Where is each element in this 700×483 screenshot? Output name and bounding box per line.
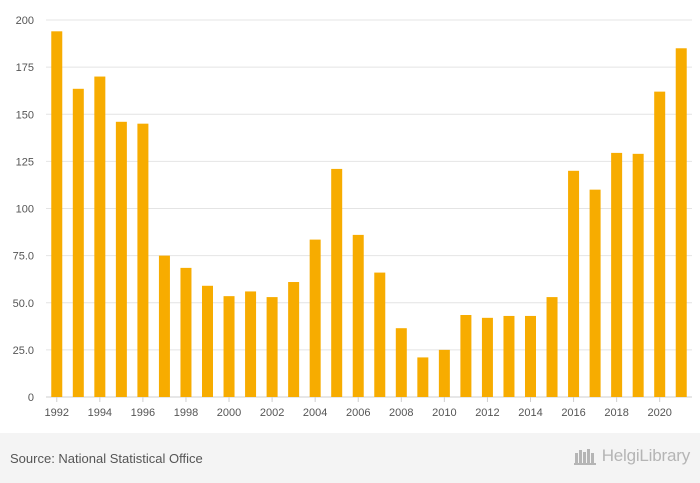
- bar: [546, 297, 558, 397]
- x-tick-label: 1992: [45, 407, 69, 419]
- source-note: Source: National Statistical Office: [10, 451, 203, 466]
- bar: [611, 152, 623, 397]
- x-tick-label: 2020: [647, 407, 671, 419]
- y-tick-label: 100: [16, 204, 34, 216]
- x-tick-label: 2006: [346, 407, 370, 419]
- x-tick-label: 1998: [174, 407, 198, 419]
- bar: [309, 239, 321, 397]
- bar: [460, 315, 472, 397]
- bar: [223, 296, 235, 397]
- y-tick-label: 150: [16, 109, 34, 121]
- bar: [266, 297, 278, 397]
- x-tick-label: 1994: [88, 407, 112, 419]
- bar: [158, 255, 170, 397]
- bar: [417, 357, 429, 397]
- bar: [288, 282, 300, 397]
- bar: [51, 31, 63, 398]
- y-tick-label: 0: [28, 392, 34, 404]
- bar: [632, 153, 644, 397]
- y-axis-ticks: 0 25.0 50.0 75.0 100 125 150 175 200: [13, 15, 34, 404]
- y-tick-label: 125: [16, 156, 34, 168]
- brand-name: HelgiLibrary: [601, 446, 691, 465]
- library-logo-icon: [573, 449, 596, 465]
- bar: [675, 48, 687, 398]
- bar: [525, 315, 536, 397]
- y-tick-label: 25.0: [13, 345, 34, 357]
- bar: [654, 91, 666, 397]
- bar: [568, 170, 580, 397]
- x-tick-label: 2010: [432, 407, 456, 419]
- bar: [94, 76, 106, 398]
- x-axis-ticks: 1992 1994 1996 1998 2000 2002 2004 2006 2008 2010…: [45, 397, 672, 419]
- bar: [589, 189, 601, 397]
- x-tick-label: 1996: [131, 407, 155, 419]
- bar: [395, 328, 407, 397]
- y-tick-label: 200: [16, 15, 34, 27]
- x-tick-label: 2000: [217, 407, 241, 419]
- bar: [202, 285, 213, 397]
- bar: [331, 168, 343, 397]
- bar: [115, 121, 127, 397]
- brand-logo: HelgiLibrary: [573, 446, 691, 466]
- x-tick-label: 2002: [260, 407, 284, 419]
- x-tick-label: 2008: [389, 407, 413, 419]
- bar: [481, 317, 493, 397]
- bar: [374, 272, 386, 397]
- bar: [137, 123, 149, 398]
- y-tick-label: 75.0: [13, 251, 34, 263]
- bar: [503, 315, 515, 397]
- grid-group: [46, 19, 692, 398]
- bar: [72, 88, 84, 398]
- y-tick-label: 175: [16, 62, 34, 74]
- bar-chart: 1992 1994 1996 1998 2000 2002 2004 2006 2008 2010…: [13, 15, 692, 419]
- bar: [245, 291, 257, 397]
- x-tick-label: 2014: [518, 407, 542, 419]
- x-tick-label: 2018: [604, 407, 628, 419]
- x-tick-label: 2016: [561, 407, 585, 419]
- bar: [352, 234, 364, 397]
- bar: [180, 267, 192, 397]
- x-tick-label: 2004: [303, 407, 327, 419]
- x-tick-label: 2012: [475, 407, 499, 419]
- bar: [438, 349, 450, 397]
- y-tick-label: 50.0: [13, 298, 34, 310]
- bars-group: [51, 31, 687, 398]
